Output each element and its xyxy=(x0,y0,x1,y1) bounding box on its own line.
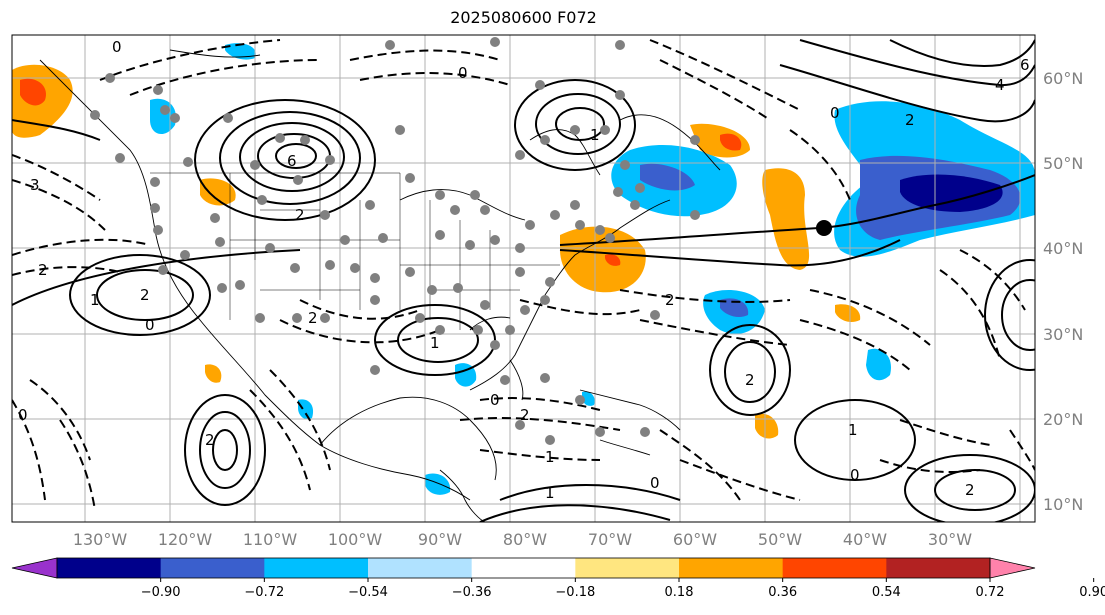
contour-label: 2 xyxy=(520,406,530,424)
lat-label-30n: 30°N xyxy=(1043,325,1083,344)
lon-label-80w: 80°W xyxy=(503,530,547,549)
colorbar xyxy=(11,557,1036,579)
positive-area-plateau xyxy=(200,178,236,206)
lat-label-60n: 60°N xyxy=(1043,69,1083,88)
lon-label-40w: 40°W xyxy=(843,530,887,549)
contour-label: 1 xyxy=(590,126,600,144)
contour-label: 2 xyxy=(905,111,915,129)
colorbar-tick-label: −0.90 xyxy=(141,585,181,600)
contour-label: 0 xyxy=(458,64,468,82)
map-title: 2025080600 F072 xyxy=(450,8,597,27)
contour-label: 2 xyxy=(38,261,48,279)
contour-label: 1 xyxy=(430,334,440,352)
dashed-contours xyxy=(12,39,1035,511)
map-area: 0 6 2 1 2 2 0 1 2 0 1 2 0 2 3 4 6 0 2 2 … xyxy=(12,35,1035,522)
contour-label: 0 xyxy=(18,406,28,424)
colorbar-tick-label: 0.18 xyxy=(665,585,694,600)
lat-label-40n: 40°N xyxy=(1043,239,1083,258)
contour-label: 4 xyxy=(995,76,1005,94)
contour-label: 0 xyxy=(145,316,155,334)
contour-label: 0 xyxy=(650,474,660,492)
contour-label: 1 xyxy=(545,484,555,502)
negative-area-west xyxy=(150,98,176,135)
colorbar-segment xyxy=(160,558,265,578)
colorbar-segment xyxy=(782,558,887,578)
contour-label: 2 xyxy=(965,481,975,499)
contour-label: 0 xyxy=(490,391,500,409)
colorbar-segment xyxy=(57,558,162,578)
colorbar-tick-label: −0.72 xyxy=(244,585,284,600)
colorbar-extend-high xyxy=(989,557,1036,579)
lon-label-100w: 100°W xyxy=(328,530,383,549)
reference-marker xyxy=(816,220,832,236)
colorbar-frame xyxy=(56,557,991,579)
negative-area-north xyxy=(225,43,256,60)
contour-label: 2 xyxy=(665,291,675,309)
latitude-labels: 60°N 50°N 40°N 30°N 20°N 10°N xyxy=(1043,69,1083,514)
colorbar-segment xyxy=(886,558,991,578)
contour-label: 0 xyxy=(112,38,122,56)
gridlines xyxy=(12,35,1035,522)
colorbar-segment xyxy=(575,558,680,578)
colorbar-tick-label: 0.72 xyxy=(976,585,1005,600)
lon-label-120w: 120°W xyxy=(158,530,213,549)
contour-label: 3 xyxy=(30,176,40,194)
lon-label-30w: 30°W xyxy=(928,530,972,549)
lat-label-20n: 20°N xyxy=(1043,410,1083,429)
colorbar-tick-label: 0.36 xyxy=(768,585,797,600)
contour-label: 1 xyxy=(545,448,555,466)
contour-label: 0 xyxy=(850,466,860,484)
contour-label: 6 xyxy=(1020,56,1030,74)
colorbar-tick-label: −0.36 xyxy=(452,585,492,600)
colorbar-tick-label: −0.54 xyxy=(348,585,388,600)
lon-label-70w: 70°W xyxy=(588,530,632,549)
contour-labels: 0 6 2 1 2 2 0 1 2 0 1 2 0 2 3 4 6 0 2 2 … xyxy=(18,38,1030,502)
colorbar-segment xyxy=(368,558,473,578)
contour-label: 6 xyxy=(287,152,297,170)
colorbar-tick-label: 0.90 xyxy=(1079,585,1105,600)
colorbar-segment xyxy=(264,558,369,578)
positive-area-central-atlantic xyxy=(762,168,810,270)
political-borders xyxy=(150,172,560,330)
map-frame xyxy=(11,34,1036,523)
contour-label: 2 xyxy=(308,309,318,327)
colorbar-ticks: −0.90 −0.72 −0.54 −0.36 −0.18 0.18 0.36 0.54 0.7… xyxy=(141,578,1105,600)
lat-label-50n: 50°N xyxy=(1043,154,1083,173)
lon-label-50w: 50°W xyxy=(758,530,802,549)
lon-label-130w: 130°W xyxy=(73,530,128,549)
lat-label-10n: 10°N xyxy=(1043,495,1083,514)
contour-label: 2 xyxy=(295,206,305,224)
lon-label-60w: 60°W xyxy=(673,530,717,549)
longitude-labels: 130°W 120°W 110°W 100°W 90°W 80°W 70°W 6… xyxy=(73,530,972,549)
colorbar-extend-low xyxy=(11,557,58,579)
lon-label-90w: 90°W xyxy=(418,530,462,549)
colorbar-segment xyxy=(471,558,576,578)
colorbar-segment xyxy=(679,558,784,578)
contour-label: 1 xyxy=(90,291,100,309)
contour-label: 2 xyxy=(140,286,150,304)
colorbar-tick-label: −0.18 xyxy=(555,585,595,600)
strong-negative-area-labrador xyxy=(640,163,695,191)
contour-label: 2 xyxy=(745,371,755,389)
contour-label: 1 xyxy=(848,421,858,439)
colorbar-tick-label: 0.54 xyxy=(872,585,901,600)
deep-negative-area-north-atlantic xyxy=(900,174,1003,212)
contour-label: 0 xyxy=(830,104,840,122)
strong-positive-area-northwest xyxy=(20,78,46,106)
contour-label: 2 xyxy=(205,431,215,449)
station-markers xyxy=(90,37,700,445)
lon-label-110w: 110°W xyxy=(243,530,298,549)
